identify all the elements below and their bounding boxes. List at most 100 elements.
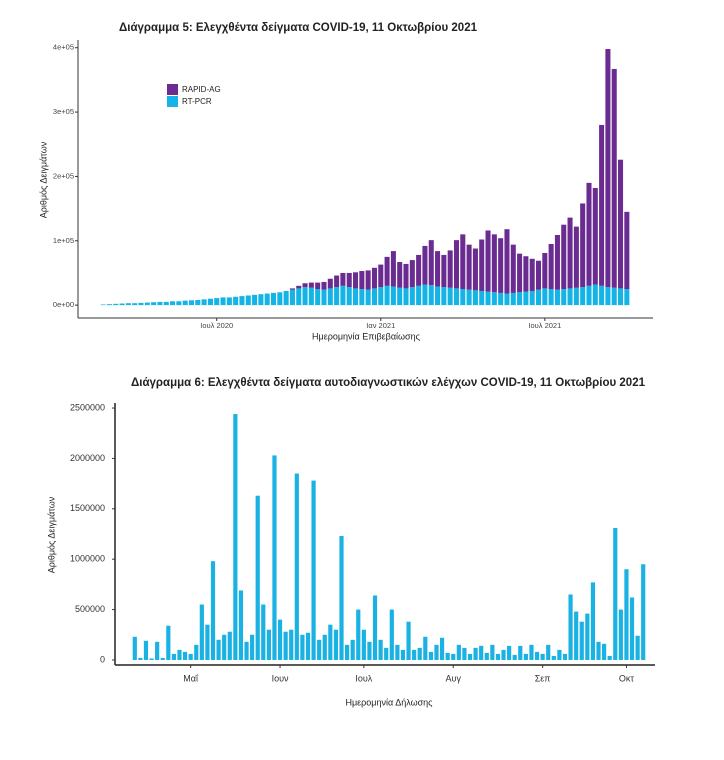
bar <box>635 635 640 660</box>
bar-segment <box>554 289 560 306</box>
x-tick-label: Ιουλ 2021 <box>528 321 561 330</box>
bar <box>345 644 350 660</box>
bar <box>194 644 199 660</box>
bar <box>305 632 311 660</box>
bar <box>624 569 629 660</box>
bar <box>227 631 232 660</box>
bar-segment <box>378 264 384 288</box>
bar-segment <box>586 285 592 306</box>
bar-segment <box>466 289 472 306</box>
bar <box>618 609 623 660</box>
bar-segment <box>296 285 302 289</box>
bar-segment <box>498 292 504 306</box>
bar-segment <box>435 251 441 287</box>
y-tick-label: 1e+05 <box>53 236 74 245</box>
bar <box>423 636 428 660</box>
bar-segment <box>517 253 523 293</box>
bar-segment <box>359 289 365 306</box>
bar-segment <box>624 211 630 290</box>
bar-segment <box>353 272 359 289</box>
bar <box>149 658 154 660</box>
bar <box>568 594 573 660</box>
bar-segment <box>618 288 624 306</box>
bar-segment <box>453 288 460 306</box>
bar-segment <box>365 289 371 306</box>
bar <box>143 640 149 660</box>
bar-segment <box>592 284 598 306</box>
bar-segment <box>340 285 346 306</box>
bar-segment <box>302 287 308 306</box>
bar <box>495 653 501 660</box>
bar-segment <box>176 301 182 306</box>
bar <box>138 657 143 660</box>
bar <box>473 647 478 660</box>
bar-segment <box>397 262 403 288</box>
bar-segment <box>535 289 542 306</box>
bar-segment <box>573 287 579 306</box>
bar <box>322 634 327 660</box>
bar-segment <box>447 287 453 306</box>
bar <box>333 629 339 660</box>
bar-segment <box>252 294 258 306</box>
bar <box>445 652 450 660</box>
bar-segment <box>523 291 529 306</box>
bar-segment <box>510 244 516 293</box>
bar <box>546 644 551 660</box>
y-tick-label: 3e+05 <box>53 107 74 116</box>
bar-segment <box>321 281 327 290</box>
bar <box>171 653 176 660</box>
x-tick-label: Αυγ <box>446 673 462 683</box>
chart-title: Διάγραμμα 5: Ελεγχθέντα δείγματα COVID-1… <box>119 22 478 34</box>
bar <box>417 647 422 660</box>
bar-segment <box>346 272 352 288</box>
bar <box>585 613 590 660</box>
bar-segment <box>119 303 125 306</box>
bar-segment <box>491 234 497 293</box>
bar-segment <box>302 283 308 288</box>
bar-segment <box>567 288 573 306</box>
bar-segment <box>283 290 289 306</box>
bar-segment <box>491 292 497 306</box>
bar <box>557 649 562 660</box>
bar <box>451 653 456 660</box>
bar-segment <box>580 287 586 306</box>
bar-segment <box>605 287 611 306</box>
bar-segment <box>403 263 409 289</box>
y-tick-label: 1000000 <box>70 554 105 564</box>
bar <box>456 644 461 660</box>
x-axis-label: Ημερομηνία Δήλωσης <box>345 697 433 707</box>
bar-segment <box>390 286 396 306</box>
bar-segment <box>296 288 302 306</box>
bar-segment <box>327 288 333 306</box>
bar <box>523 653 528 660</box>
bar-segment <box>170 301 176 306</box>
bar <box>574 611 579 660</box>
bar-segment <box>207 298 213 306</box>
bar-segment <box>138 302 144 306</box>
bar <box>361 629 366 660</box>
bar <box>233 414 238 660</box>
bar <box>540 653 545 660</box>
bar-segment <box>397 287 403 306</box>
bar-segment <box>416 285 422 306</box>
bar <box>378 639 383 660</box>
bar <box>641 564 646 660</box>
y-tick-label: 2000000 <box>70 453 105 463</box>
bar <box>484 652 489 660</box>
x-tick-label: Ιουλ 2020 <box>200 321 233 330</box>
legend-swatch <box>167 96 178 107</box>
bar <box>205 624 210 660</box>
bar-segment <box>359 271 365 290</box>
bar-segment <box>308 282 314 288</box>
bar <box>490 644 495 660</box>
x-axis-label: Ημερομηνία Επιβεβαίωσης <box>312 331 421 341</box>
bar <box>518 645 523 660</box>
bar <box>255 495 260 660</box>
bar <box>261 604 266 660</box>
bar <box>596 641 601 660</box>
x-tick-label: Οκτ <box>619 673 635 683</box>
bar-segment <box>586 182 592 286</box>
bar-segment <box>384 256 390 286</box>
legend-label: RT-PCR <box>182 97 212 106</box>
